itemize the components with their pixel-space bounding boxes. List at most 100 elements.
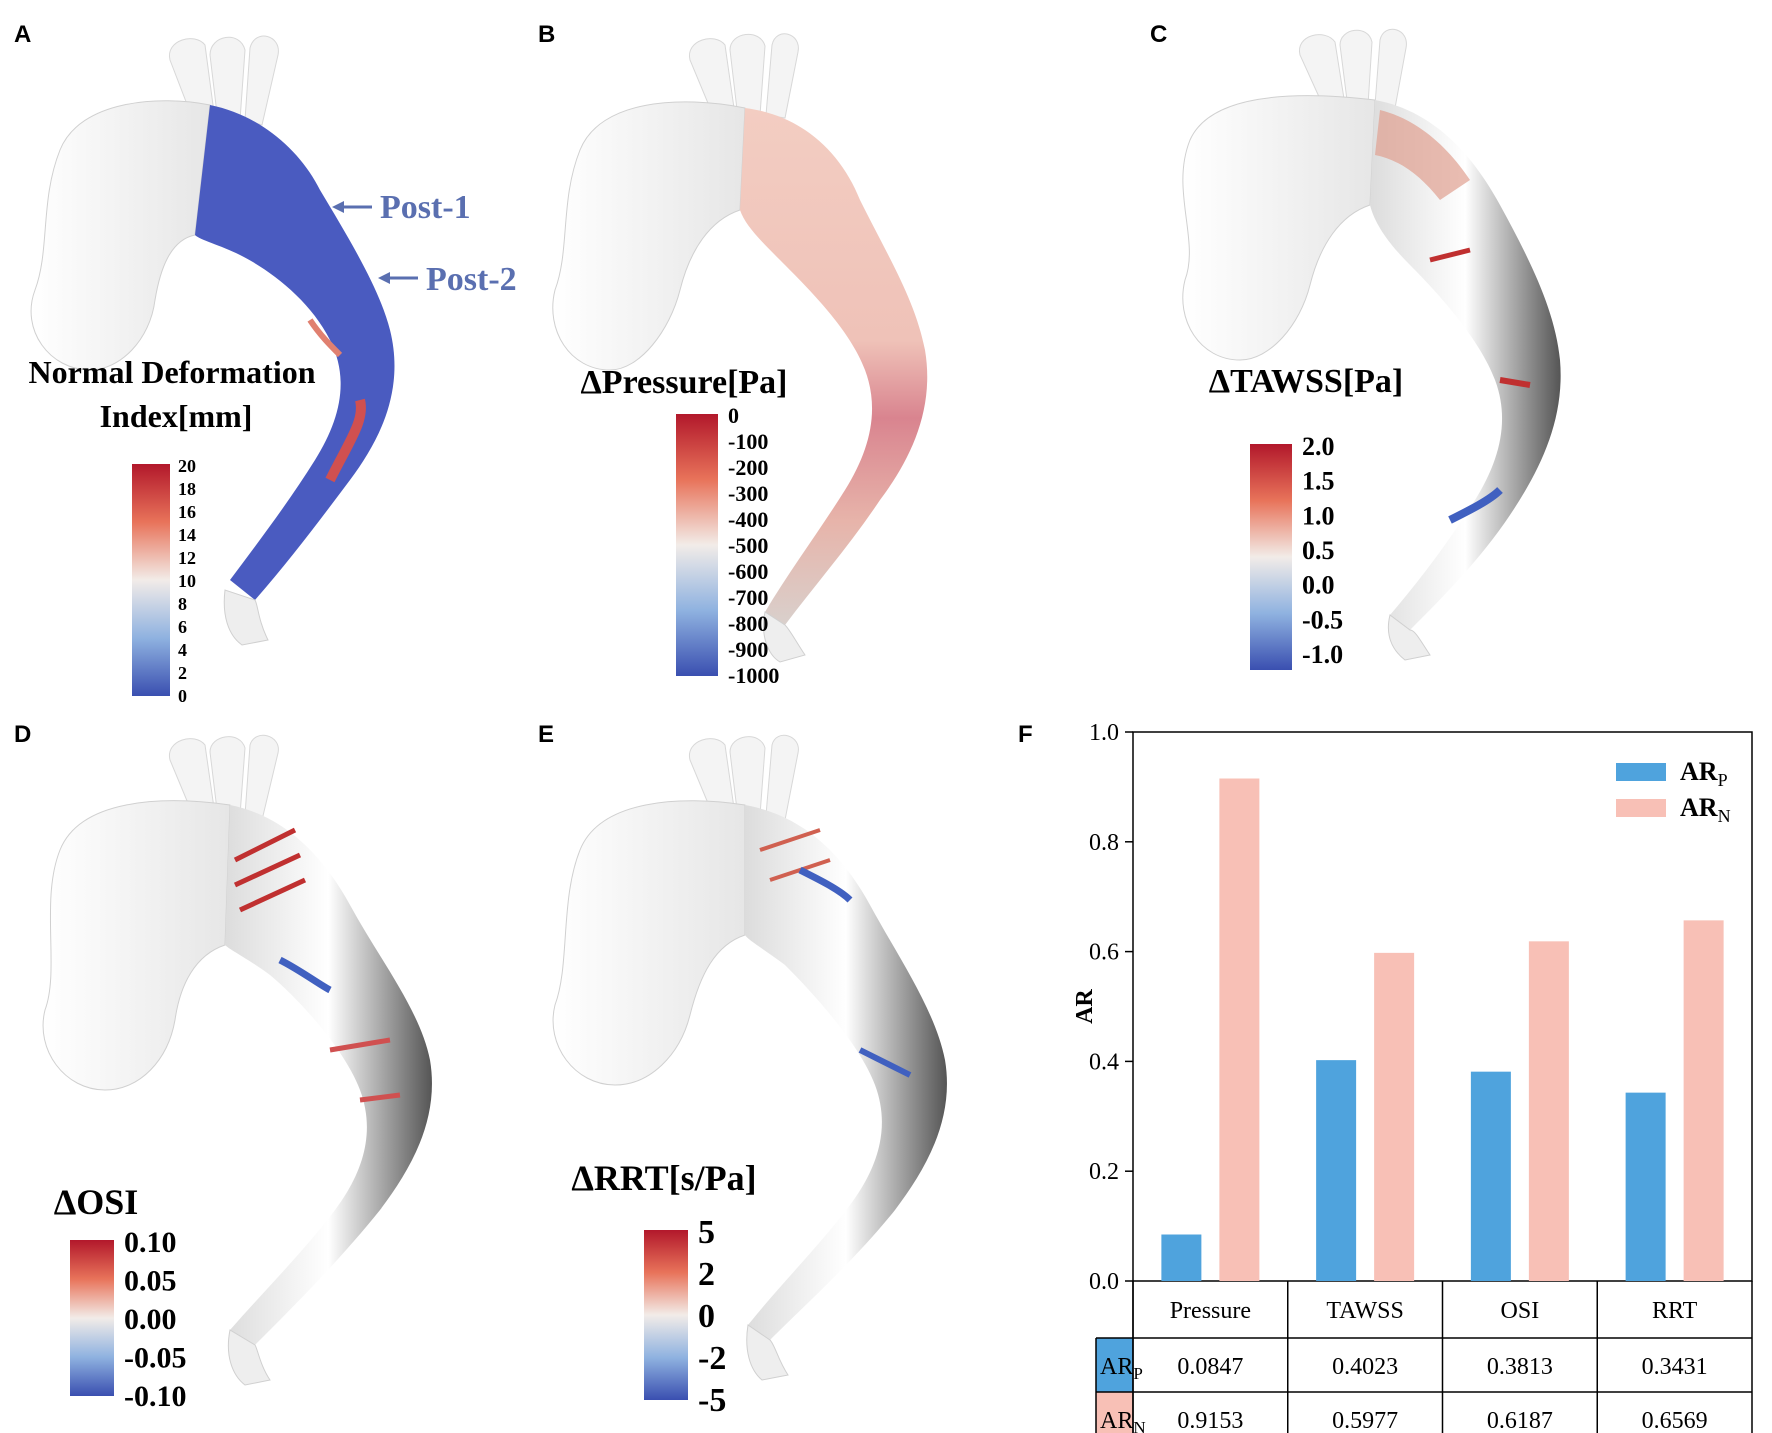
colorbar-tick-label: 5 — [698, 1214, 715, 1251]
colorbar-tick-label: 14 — [178, 525, 196, 545]
colorbar-tick-label: 20 — [178, 456, 196, 476]
table-cell: 0.4023 — [1332, 1354, 1398, 1380]
panel-b: B ΔPressure[Pa] 0-100-200-300-400-500-60… — [538, 21, 928, 688]
colorbar-tick-label: -300 — [728, 481, 768, 506]
bar-arn — [1219, 778, 1260, 1281]
colorbar-tick-label: -1000 — [728, 663, 779, 688]
colorbar-tick-label: 10 — [178, 571, 196, 591]
legend-label: ARN — [1680, 793, 1731, 826]
aorta-model-a — [30, 35, 395, 646]
colorbar-e — [644, 1230, 688, 1400]
table-cell: 0.3431 — [1642, 1354, 1708, 1380]
colorbar-tick-label: 16 — [178, 502, 196, 522]
colorbar-b — [676, 414, 718, 676]
y-tick-label: 0.2 — [1089, 1159, 1119, 1185]
table-cell: 0.0847 — [1177, 1354, 1243, 1380]
table-row-label-main: AR — [1100, 1354, 1133, 1380]
bar-arn — [1683, 920, 1724, 1281]
table-row-label: ARN — [1100, 1408, 1146, 1433]
table-row-label-cell — [1096, 1392, 1133, 1433]
legend-swatch — [1616, 763, 1666, 781]
colorbar-tick-label: 0.10 — [124, 1226, 177, 1259]
colorbar-title-c: ΔTAWSS[Pa] — [1209, 363, 1404, 400]
colorbar-tick-label: 12 — [178, 548, 196, 568]
y-tick-label: 0.8 — [1089, 830, 1119, 856]
colorbar-tick-label: -600 — [728, 559, 768, 584]
colorbar-tick-label: 0 — [178, 686, 187, 706]
table-cell: 0.9153 — [1177, 1408, 1243, 1433]
colorbar-tick-label: -0.10 — [124, 1380, 187, 1413]
colorbar-title-b: ΔPressure[Pa] — [580, 364, 787, 401]
colorbar-ticks-e: 5 2 0 -2 -5 — [698, 1214, 726, 1419]
colorbar-title-d: ΔOSI — [54, 1182, 139, 1222]
aorta-model-c — [1182, 28, 1561, 661]
colorbar-title-e: ΔRRT[s/Pa] — [571, 1158, 756, 1198]
colorbar-tick-label: 1.0 — [1302, 501, 1335, 530]
colorbar-c — [1250, 444, 1292, 670]
panel-letter-a: A — [14, 21, 31, 48]
table-row-label-sub: P — [1133, 1364, 1142, 1383]
legend-swatch — [1616, 799, 1666, 817]
legend-label-sub: N — [1718, 806, 1731, 826]
legend-label-main: AR — [1680, 793, 1718, 822]
table-row-label: ARP — [1100, 1354, 1143, 1383]
table-cell: 0.6187 — [1487, 1408, 1553, 1433]
colorbar-tick-label: 0.05 — [124, 1265, 177, 1298]
colorbar-title-a-line2: Index[mm] — [100, 398, 253, 434]
colorbar-ticks-c: 2.0 1.5 1.0 0.5 0.0 -0.5 -1.0 — [1302, 432, 1343, 669]
x-category-label: TAWSS — [1326, 1298, 1404, 1324]
bar-arp — [1625, 1092, 1666, 1281]
colorbar-tick-label: -100 — [728, 429, 768, 454]
colorbar-tick-label: 0 — [728, 403, 739, 428]
panel-d: D ΔOSI 0.10 0.05 0.00 -0.05 -0.10 — [14, 721, 432, 1413]
colorbar-tick-label: -0.5 — [1302, 605, 1343, 634]
colorbar-tick-label: -2 — [698, 1340, 726, 1377]
legend-label-sub: P — [1718, 770, 1728, 790]
colorbar-tick-label: 2 — [178, 663, 187, 683]
colorbar-tick-label: -900 — [728, 637, 768, 662]
x-category-label: Pressure — [1170, 1298, 1251, 1324]
y-tick-label: 0.6 — [1089, 940, 1119, 966]
colorbar-tick-label: 2 — [698, 1256, 715, 1293]
legend-label-main: AR — [1680, 757, 1718, 786]
aorta-model-e — [552, 734, 947, 1381]
table-cell: 0.3813 — [1487, 1354, 1553, 1380]
colorbar-title-a-line1: Normal Deformation — [28, 354, 315, 390]
colorbar-ticks-d: 0.10 0.05 0.00 -0.05 -0.10 — [124, 1226, 187, 1413]
x-category-label: OSI — [1501, 1298, 1540, 1324]
colorbar-tick-label: 6 — [178, 617, 187, 637]
colorbar-ticks-b: 0-100-200-300-400-500-600-700-800-900-10… — [728, 403, 779, 688]
colorbar-tick-label: 4 — [178, 640, 187, 660]
table-cell: 0.5977 — [1332, 1408, 1398, 1433]
bar-arn — [1528, 941, 1569, 1281]
colorbar-tick-label: 0.5 — [1302, 536, 1335, 565]
y-tick-label: 0.4 — [1089, 1049, 1119, 1075]
colorbar-tick-label: -400 — [728, 507, 768, 532]
annotation-post-1: Post-1 — [380, 189, 471, 226]
panel-letter-c: C — [1150, 21, 1167, 48]
y-axis-label: AR — [1072, 989, 1098, 1024]
colorbar-tick-label: -500 — [728, 533, 768, 558]
panel-letter-f: F — [1018, 721, 1033, 748]
colorbar-tick-label: -700 — [728, 585, 768, 610]
panel-e: E ΔRRT[s/Pa] 5 2 0 -2 -5 — [538, 721, 947, 1419]
colorbar-tick-label: -800 — [728, 611, 768, 636]
aorta-model-d — [42, 734, 432, 1386]
colorbar-tick-label: 0.00 — [124, 1303, 177, 1336]
colorbar-tick-label: -200 — [728, 455, 768, 480]
y-tick-label: 1.0 — [1089, 720, 1119, 746]
colorbar-tick-label: 8 — [178, 594, 187, 614]
colorbar-tick-label: 18 — [178, 479, 196, 499]
bar-arn — [1374, 952, 1415, 1281]
table-row-label-main: AR — [1100, 1408, 1133, 1433]
panel-c: C ΔTAWSS[Pa] 2.0 1.5 1.0 0.5 0.0 -0.5 -1.0 — [1150, 21, 1561, 670]
colorbar-tick-label: -0.05 — [124, 1342, 187, 1375]
colorbar-tick-label: 0.0 — [1302, 571, 1335, 600]
table-row-label-sub: N — [1133, 1418, 1145, 1433]
colorbar-tick-label: -5 — [698, 1382, 726, 1419]
aorta-model-b — [552, 33, 928, 663]
